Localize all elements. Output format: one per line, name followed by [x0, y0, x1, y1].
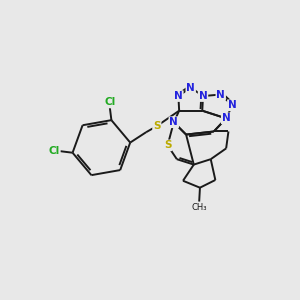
Text: CH₃: CH₃ — [191, 203, 207, 212]
Text: N: N — [186, 82, 195, 93]
Text: N: N — [216, 89, 225, 100]
Text: Cl: Cl — [49, 146, 60, 156]
Text: N: N — [174, 91, 183, 101]
Text: N: N — [222, 113, 230, 123]
Text: S: S — [164, 140, 171, 150]
Text: N: N — [169, 117, 178, 127]
Text: Cl: Cl — [104, 98, 116, 107]
Text: N: N — [228, 100, 237, 110]
Text: S: S — [153, 121, 160, 131]
Text: N: N — [199, 91, 207, 101]
